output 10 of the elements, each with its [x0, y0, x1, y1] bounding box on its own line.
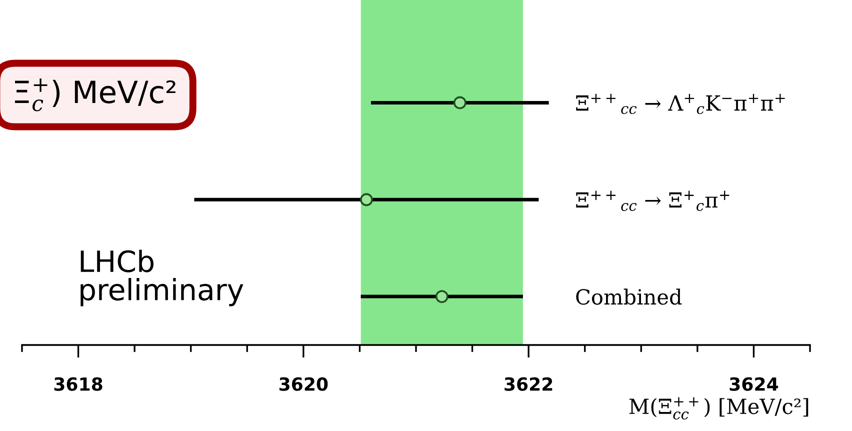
x-tick-label: 3624 [730, 377, 778, 391]
annotation: Ξ$^{+}$$_{c}$) MeV/c² [15, 78, 176, 112]
y-tick-label: Ξ$^{++}$$_{cc}$ → Ξ$^{+}$$_{c}$π$^{+}$ [576, 190, 730, 211]
x-tick-label: 3620 [280, 377, 328, 391]
x-tick-label: 3618 [54, 377, 102, 391]
y-tick-label: Combined [576, 288, 682, 305]
annotation: LHCb preliminary [80, 250, 244, 306]
x-axis-title: M(Ξ$^{++}$$_{cc}$) [MeV/c²] [629, 397, 808, 420]
x-tick-label: 3622 [504, 377, 552, 391]
category-label: Ξ$^{++}$$_{cc}$ → Λ$^{+}$$_{c}$K$^{−}$π$^{+}$π$^{+}$ [576, 94, 785, 114]
